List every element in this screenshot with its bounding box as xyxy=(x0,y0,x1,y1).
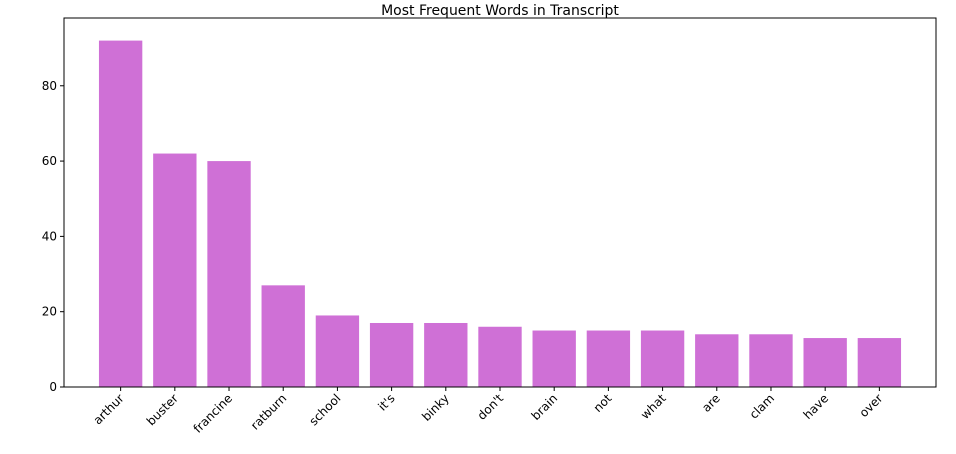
x-tick-label: francine xyxy=(191,391,236,436)
bar xyxy=(640,330,685,387)
bar xyxy=(153,153,197,387)
bar xyxy=(803,338,847,387)
x-tick-label: what xyxy=(638,391,669,422)
x-tick-label: have xyxy=(801,391,832,422)
plot-frame xyxy=(63,17,937,388)
x-tick-label: arthur xyxy=(91,391,127,427)
bar xyxy=(532,330,576,387)
x-tick-label: binky xyxy=(419,391,452,424)
chart-title: Most Frequent Words in Transcript xyxy=(381,3,619,19)
x-tick-label: don't xyxy=(475,391,507,423)
y-tick-label: 40 xyxy=(42,229,57,243)
x-tick-label: brain xyxy=(529,391,561,423)
x-tick-label: ratburn xyxy=(248,391,289,432)
x-tick-label: clam xyxy=(747,391,777,421)
y-tick-label: 60 xyxy=(42,154,57,168)
y-tick-label: 0 xyxy=(49,380,57,394)
x-tick-label: not xyxy=(591,391,615,415)
x-tick-label: over xyxy=(857,391,886,420)
x-tick-label: buster xyxy=(144,391,181,428)
y-tick-label: 20 xyxy=(42,305,57,319)
bar xyxy=(857,338,902,387)
bar xyxy=(749,334,793,387)
bar xyxy=(315,315,360,387)
bar xyxy=(369,322,414,387)
x-tick-label: are xyxy=(699,391,723,415)
y-tick-label: 80 xyxy=(42,79,57,93)
x-tick-label: it's xyxy=(375,391,397,413)
x-tick-label: school xyxy=(306,391,343,428)
bar xyxy=(261,285,305,387)
bar xyxy=(98,40,143,388)
bar xyxy=(695,334,739,387)
bar xyxy=(424,322,468,387)
bar xyxy=(586,330,631,387)
bar xyxy=(478,326,522,387)
bar xyxy=(207,161,251,387)
